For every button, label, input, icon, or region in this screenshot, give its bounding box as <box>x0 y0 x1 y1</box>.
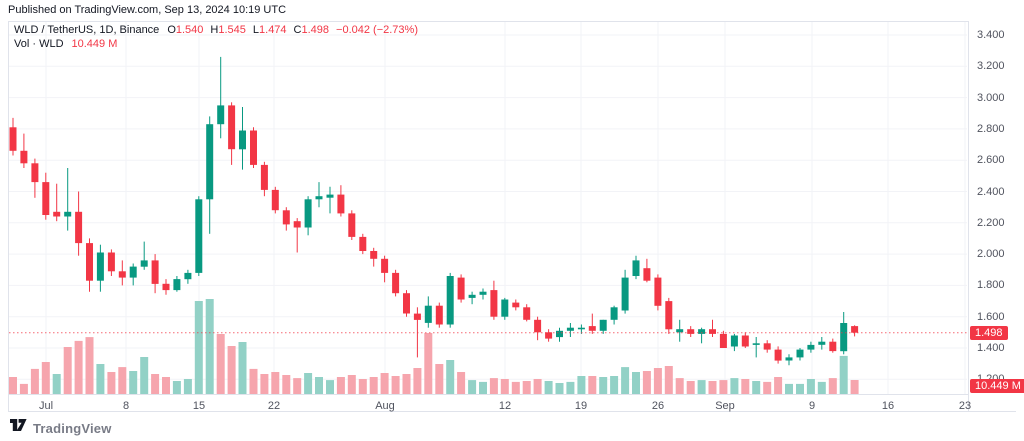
price-tick-label: 3.400 <box>977 29 1005 41</box>
tradingview-logo-icon <box>10 418 27 438</box>
time-tick-label: 12 <box>498 400 512 412</box>
tradingview-watermark[interactable]: TradingView <box>10 418 112 438</box>
time-tick-label: 23 <box>958 400 972 412</box>
open-label: O <box>167 24 176 36</box>
price-tick-label: 2.400 <box>977 186 1005 198</box>
volume-value: 10.449 M <box>71 38 118 50</box>
time-axis-separator[interactable] <box>9 394 968 395</box>
price-tick-label: 1.800 <box>977 279 1005 291</box>
high-value: 1.545 <box>218 24 246 36</box>
time-tick-label: 22 <box>267 400 281 412</box>
price-tick-label: 2.000 <box>977 248 1005 260</box>
price-axis-separator[interactable] <box>968 21 969 412</box>
chart-frame <box>8 21 968 412</box>
open-value: 1.540 <box>175 24 204 36</box>
price-tick-label: 1.400 <box>977 342 1005 354</box>
close-value: 1.498 <box>301 24 330 36</box>
price-tick-label: 1.600 <box>977 311 1005 323</box>
high-label: H <box>210 24 219 36</box>
time-tick-label: 9 <box>808 400 816 412</box>
close-label: C <box>293 24 302 36</box>
time-tick-label: 15 <box>192 400 206 412</box>
tradingview-brand-text: TradingView <box>33 420 112 436</box>
chart-legend: WLD / TetherUS, 1D, Binance O1.540 H1.545 L… <box>14 23 418 51</box>
time-tick-label: 16 <box>881 400 895 412</box>
time-tick-label: Aug <box>375 400 395 412</box>
low-value: 1.474 <box>259 24 287 36</box>
last-price-badge: 1.498 <box>970 326 1008 340</box>
symbol-title[interactable]: WLD / TetherUS, 1D, Binance <box>14 24 160 36</box>
time-tick-label: 19 <box>574 400 588 412</box>
price-tick-label: 2.200 <box>977 217 1005 229</box>
time-tick-label: Sep <box>715 400 735 412</box>
change-value: −0.042 (−2.73%) <box>336 24 418 36</box>
volume-badge: 10.449 M <box>970 379 1024 393</box>
low-label: L <box>252 24 260 36</box>
time-tick-label: Jul <box>38 400 54 412</box>
volume-label: Vol · WLD <box>14 38 64 50</box>
time-tick-label: 26 <box>651 400 665 412</box>
price-tick-label: 2.600 <box>977 154 1005 166</box>
price-tick-label: 2.800 <box>977 123 1005 135</box>
chart-frame-bottom-border <box>8 411 1016 412</box>
time-tick-label: 8 <box>122 400 130 412</box>
published-timestamp: Published on TradingView.com, Sep 13, 20… <box>8 4 287 16</box>
legend-symbol-row[interactable]: WLD / TetherUS, 1D, Binance O1.540 H1.545 L… <box>14 23 418 37</box>
price-tick-label: 3.200 <box>977 60 1005 72</box>
legend-volume-row[interactable]: Vol · WLD 10.449 M <box>14 37 418 51</box>
price-tick-label: 3.000 <box>977 92 1005 104</box>
